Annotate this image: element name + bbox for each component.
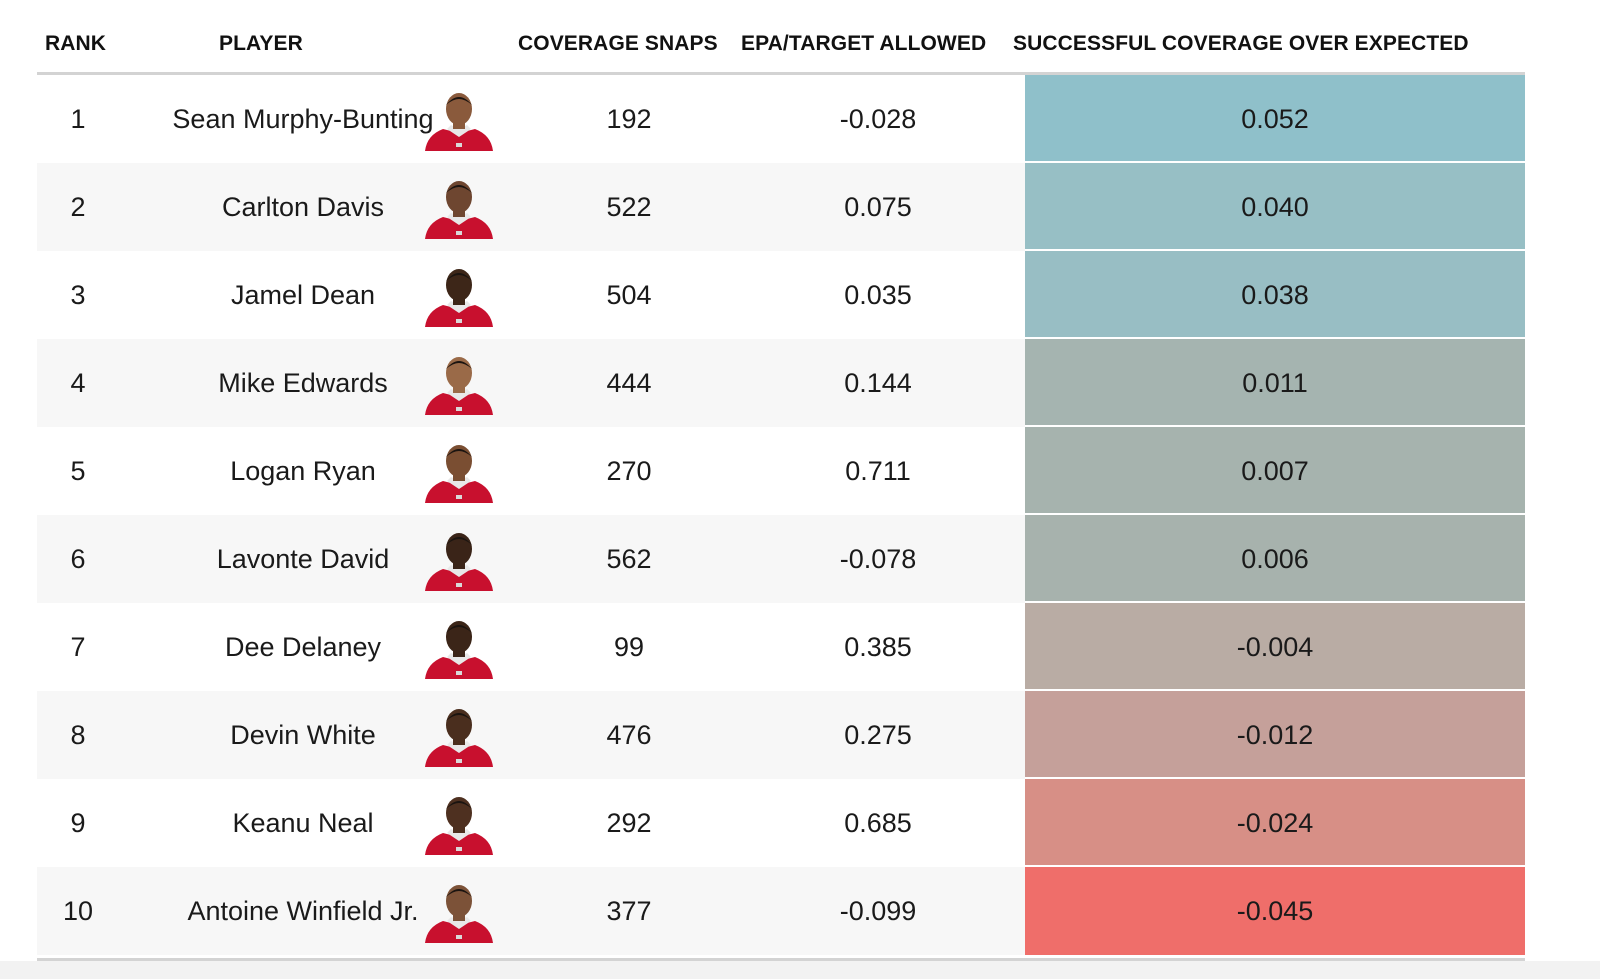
coverage-snaps-cell: 476	[606, 720, 652, 750]
successful-coverage-cell: 0.052	[1025, 75, 1525, 163]
rank-cell: 5	[70, 456, 86, 486]
coverage-snaps-cell: 562	[606, 544, 652, 574]
table-body: 1 Sean Murphy-Bunting 192 -0.028 0.052 2 Carlt…	[37, 75, 1525, 955]
coverage-snaps-cell: 504	[606, 280, 652, 310]
rank-cell: 10	[62, 896, 94, 926]
player-headshot	[421, 779, 497, 867]
header-coverage-snaps: COVERAGE SNAPS	[518, 32, 718, 55]
rank-cell: 9	[70, 808, 86, 838]
player-name-cell: Logan Ryan	[230, 456, 376, 486]
table-row: 6 Lavonte David 562 -0.078 0.006	[37, 515, 1525, 603]
rank-cell: 4	[70, 368, 86, 398]
successful-coverage-cell: 0.011	[1025, 339, 1525, 427]
player-headshot	[421, 163, 497, 251]
rank-cell: 2	[70, 192, 86, 222]
player-headshot-icon	[425, 533, 493, 591]
table-header: RANK PLAYER COVERAGE SNAPS EPA/TARGET AL…	[37, 0, 1525, 75]
player-headshot	[421, 691, 497, 779]
player-name-cell: Antoine Winfield Jr.	[187, 896, 419, 926]
table-bottom-rule	[37, 958, 1525, 961]
coverage-snaps-cell: 192	[606, 104, 652, 134]
epa-target-cell: -0.028	[839, 104, 917, 134]
coverage-snaps-cell: 522	[606, 192, 652, 222]
player-headshot-icon	[425, 885, 493, 943]
player-name-cell: Carlton Davis	[221, 192, 385, 222]
table-row: 7 Dee Delaney 99 0.385 -0.004	[37, 603, 1525, 691]
epa-target-cell: 0.075	[844, 192, 912, 222]
rank-cell: 1	[70, 104, 86, 134]
player-name-cell: Lavonte David	[216, 544, 390, 574]
successful-coverage-cell: 0.006	[1025, 515, 1525, 603]
header-player: PLAYER	[219, 32, 303, 55]
epa-target-cell: 0.144	[844, 368, 912, 398]
epa-target-cell: 0.035	[844, 280, 912, 310]
table-row: 9 Keanu Neal 292 0.685 -0.024	[37, 779, 1525, 867]
player-headshot	[421, 339, 497, 427]
epa-target-cell: 0.385	[844, 632, 912, 662]
player-headshot	[421, 867, 497, 955]
rank-cell: 7	[70, 632, 86, 662]
epa-target-cell: -0.078	[839, 544, 917, 574]
player-headshot	[421, 251, 497, 339]
player-headshot-icon	[425, 93, 493, 151]
table-row: 3 Jamel Dean 504 0.035 0.038	[37, 251, 1525, 339]
player-headshot-icon	[425, 709, 493, 767]
table-row: 10 Antoine Winfield Jr. 377 -0.099 -0.045	[37, 867, 1525, 955]
player-name-cell: Devin White	[230, 720, 376, 750]
footer-band	[0, 961, 1600, 979]
coverage-snaps-cell: 377	[606, 896, 652, 926]
player-headshot	[421, 427, 497, 515]
table-row: 1 Sean Murphy-Bunting 192 -0.028 0.052	[37, 75, 1525, 163]
player-headshot-icon	[425, 269, 493, 327]
player-headshot	[421, 603, 497, 691]
player-name-cell: Sean Murphy-Bunting	[172, 104, 434, 134]
table-row: 8 Devin White 476 0.275 -0.012	[37, 691, 1525, 779]
successful-coverage-cell: -0.024	[1025, 779, 1525, 867]
rank-cell: 8	[70, 720, 86, 750]
successful-coverage-cell: 0.040	[1025, 163, 1525, 251]
rank-cell: 6	[70, 544, 86, 574]
player-name-cell: Keanu Neal	[232, 808, 374, 838]
header-successful-coverage-over-expected: SUCCESSFUL COVERAGE OVER EXPECTED	[1013, 32, 1469, 55]
player-coverage-table: RANK PLAYER COVERAGE SNAPS EPA/TARGET AL…	[37, 0, 1525, 955]
coverage-snaps-cell: 270	[606, 456, 652, 486]
player-headshot-icon	[425, 621, 493, 679]
table-row: 2 Carlton Davis 522 0.075 0.040	[37, 163, 1525, 251]
player-headshot-icon	[425, 797, 493, 855]
player-headshot-icon	[425, 357, 493, 415]
successful-coverage-cell: -0.012	[1025, 691, 1525, 779]
header-epa-target-allowed: EPA/TARGET ALLOWED	[741, 32, 987, 55]
coverage-snaps-cell: 99	[613, 632, 645, 662]
successful-coverage-cell: -0.045	[1025, 867, 1525, 955]
epa-target-cell: 0.685	[844, 808, 912, 838]
epa-target-cell: 0.275	[844, 720, 912, 750]
successful-coverage-cell: -0.004	[1025, 603, 1525, 691]
header-rank: RANK	[45, 32, 107, 55]
successful-coverage-cell: 0.038	[1025, 251, 1525, 339]
epa-target-cell: -0.099	[839, 896, 917, 926]
coverage-snaps-cell: 292	[606, 808, 652, 838]
rank-cell: 3	[70, 280, 86, 310]
successful-coverage-cell: 0.007	[1025, 427, 1525, 515]
player-headshot	[421, 515, 497, 603]
player-name-cell: Mike Edwards	[218, 368, 388, 398]
player-headshot	[421, 75, 497, 163]
player-headshot-icon	[425, 445, 493, 503]
coverage-snaps-cell: 444	[606, 368, 652, 398]
table-row: 5 Logan Ryan 270 0.711 0.007	[37, 427, 1525, 515]
epa-target-cell: 0.711	[845, 456, 911, 486]
player-name-cell: Dee Delaney	[224, 632, 382, 662]
player-headshot-icon	[425, 181, 493, 239]
player-name-cell: Jamel Dean	[230, 280, 376, 310]
table-row: 4 Mike Edwards 444 0.144 0.011	[37, 339, 1525, 427]
